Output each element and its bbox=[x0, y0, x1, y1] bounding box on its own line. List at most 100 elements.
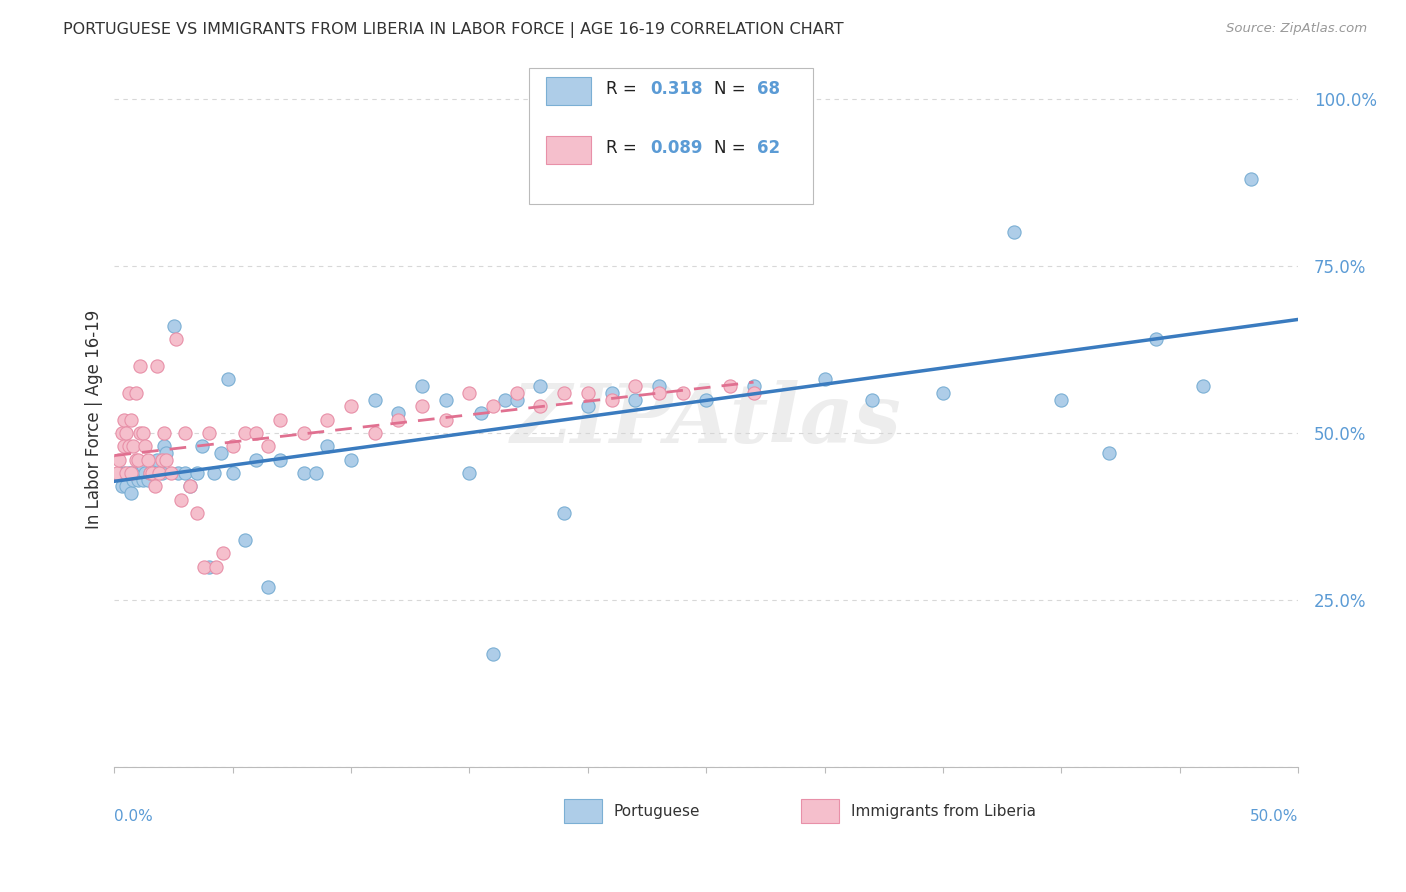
Point bbox=[179, 479, 201, 493]
FancyBboxPatch shape bbox=[547, 77, 592, 104]
Point bbox=[340, 452, 363, 467]
Point bbox=[932, 385, 955, 400]
Point bbox=[122, 473, 145, 487]
Point bbox=[105, 466, 128, 480]
Point bbox=[600, 385, 623, 400]
Point bbox=[222, 466, 245, 480]
Y-axis label: In Labor Force | Age 16-19: In Labor Force | Age 16-19 bbox=[86, 310, 103, 529]
Point bbox=[1144, 332, 1167, 346]
Text: N =: N = bbox=[714, 139, 751, 158]
Point bbox=[576, 399, 599, 413]
Point bbox=[129, 466, 152, 480]
Point bbox=[148, 466, 170, 480]
Point bbox=[132, 459, 155, 474]
Point bbox=[143, 479, 166, 493]
Point bbox=[110, 425, 132, 440]
Point bbox=[162, 318, 184, 333]
Point bbox=[742, 379, 765, 393]
Point bbox=[269, 412, 291, 426]
Point bbox=[129, 359, 152, 373]
Point bbox=[205, 559, 228, 574]
Point bbox=[245, 452, 267, 467]
Point bbox=[117, 385, 139, 400]
Point bbox=[153, 439, 176, 453]
Text: PORTUGUESE VS IMMIGRANTS FROM LIBERIA IN LABOR FORCE | AGE 16-19 CORRELATION CHA: PORTUGUESE VS IMMIGRANTS FROM LIBERIA IN… bbox=[63, 22, 844, 38]
Text: 50.0%: 50.0% bbox=[1250, 809, 1298, 824]
Point bbox=[139, 466, 162, 480]
Point bbox=[494, 392, 516, 407]
Point bbox=[364, 392, 387, 407]
Point bbox=[624, 392, 647, 407]
Point bbox=[1002, 226, 1025, 240]
Point bbox=[132, 473, 155, 487]
Point bbox=[576, 385, 599, 400]
Point bbox=[1239, 172, 1261, 186]
Point bbox=[115, 425, 138, 440]
Point bbox=[146, 452, 169, 467]
Point bbox=[153, 425, 176, 440]
Point bbox=[411, 379, 433, 393]
Point bbox=[117, 466, 139, 480]
Point bbox=[1192, 379, 1215, 393]
Point bbox=[110, 479, 132, 493]
Point bbox=[134, 439, 156, 453]
Point bbox=[304, 466, 326, 480]
Point bbox=[1050, 392, 1073, 407]
Point bbox=[125, 466, 148, 480]
Text: 62: 62 bbox=[756, 139, 780, 158]
Point bbox=[198, 559, 221, 574]
Point bbox=[470, 406, 492, 420]
Point bbox=[212, 546, 235, 560]
Point bbox=[127, 452, 149, 467]
Text: 68: 68 bbox=[756, 80, 780, 98]
Point bbox=[506, 392, 529, 407]
Point bbox=[120, 466, 142, 480]
Point bbox=[112, 439, 135, 453]
Point bbox=[146, 359, 169, 373]
Point bbox=[257, 439, 280, 453]
Point bbox=[174, 466, 197, 480]
Text: R =: R = bbox=[606, 80, 641, 98]
Point bbox=[179, 479, 201, 493]
FancyBboxPatch shape bbox=[564, 798, 602, 823]
Text: R =: R = bbox=[606, 139, 641, 158]
Point bbox=[141, 466, 163, 480]
Point bbox=[269, 452, 291, 467]
Point bbox=[112, 412, 135, 426]
Text: Source: ZipAtlas.com: Source: ZipAtlas.com bbox=[1226, 22, 1367, 36]
Point bbox=[600, 392, 623, 407]
Point bbox=[233, 425, 256, 440]
Point bbox=[120, 412, 142, 426]
Point bbox=[482, 647, 505, 661]
Text: Immigrants from Liberia: Immigrants from Liberia bbox=[851, 804, 1036, 819]
Point bbox=[458, 466, 481, 480]
Point bbox=[165, 332, 187, 346]
Point bbox=[553, 506, 575, 520]
Point bbox=[648, 385, 671, 400]
Point bbox=[174, 425, 197, 440]
Point bbox=[127, 473, 149, 487]
Point bbox=[108, 466, 131, 480]
Point bbox=[198, 425, 221, 440]
Point bbox=[257, 580, 280, 594]
Point bbox=[553, 385, 575, 400]
Point bbox=[482, 399, 505, 413]
Point bbox=[115, 466, 138, 480]
Point bbox=[387, 406, 409, 420]
Point bbox=[122, 439, 145, 453]
Point bbox=[434, 392, 457, 407]
Point bbox=[132, 425, 155, 440]
Point bbox=[170, 492, 193, 507]
Point bbox=[155, 446, 177, 460]
Point bbox=[671, 385, 693, 400]
Point bbox=[150, 452, 173, 467]
Point bbox=[742, 385, 765, 400]
Point bbox=[108, 452, 131, 467]
Point bbox=[1097, 446, 1119, 460]
Text: 0.318: 0.318 bbox=[651, 80, 703, 98]
Point bbox=[160, 466, 183, 480]
Point bbox=[233, 533, 256, 547]
Point bbox=[186, 466, 208, 480]
Point bbox=[143, 466, 166, 480]
Point bbox=[292, 466, 315, 480]
